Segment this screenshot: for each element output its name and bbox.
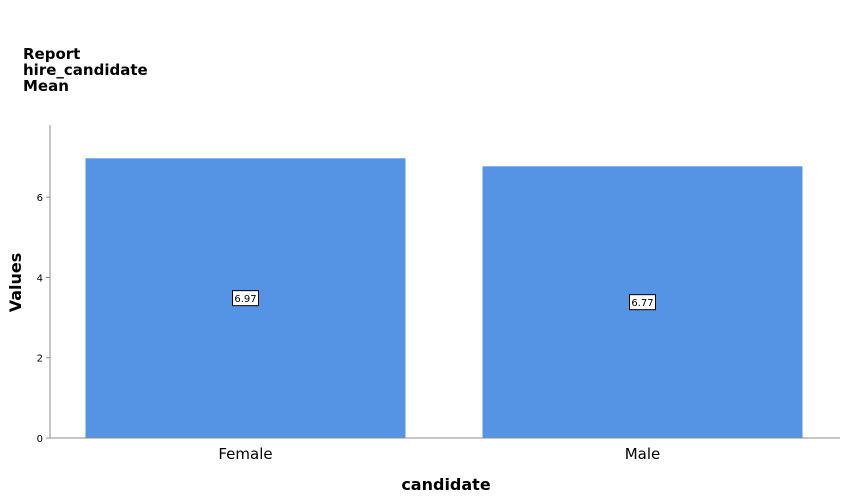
x-tick-label-male: Male xyxy=(625,445,661,463)
data-label-box xyxy=(629,294,656,311)
y-tick-label: 4 xyxy=(37,273,43,284)
y-axis-title: Values xyxy=(6,253,25,313)
chart-title-line-3: Mean xyxy=(23,77,69,95)
axes: Female Male 0 2 4 6 xyxy=(37,125,840,463)
y-tick-label: 0 xyxy=(37,434,43,445)
data-label-box xyxy=(232,290,259,307)
data-label-male: 6.77 xyxy=(629,294,656,311)
chart-title-line-2: hire_candidate xyxy=(23,61,148,79)
y-tick-label: 2 xyxy=(37,354,43,365)
data-label-female: 6.97 xyxy=(232,290,259,307)
chart-title-block: Report hire_candidate Mean xyxy=(23,46,148,94)
data-label-value: 6.97 xyxy=(234,294,256,305)
bars xyxy=(85,158,803,439)
x-axis-title: candidate xyxy=(401,475,491,494)
data-label-value: 6.77 xyxy=(631,298,653,309)
x-tick-label-female: Female xyxy=(218,445,272,463)
chart-title-line-1: Report xyxy=(23,45,81,63)
data-labels: 6.97 6.77 xyxy=(232,290,656,311)
y-tick-label: 6 xyxy=(37,193,43,204)
